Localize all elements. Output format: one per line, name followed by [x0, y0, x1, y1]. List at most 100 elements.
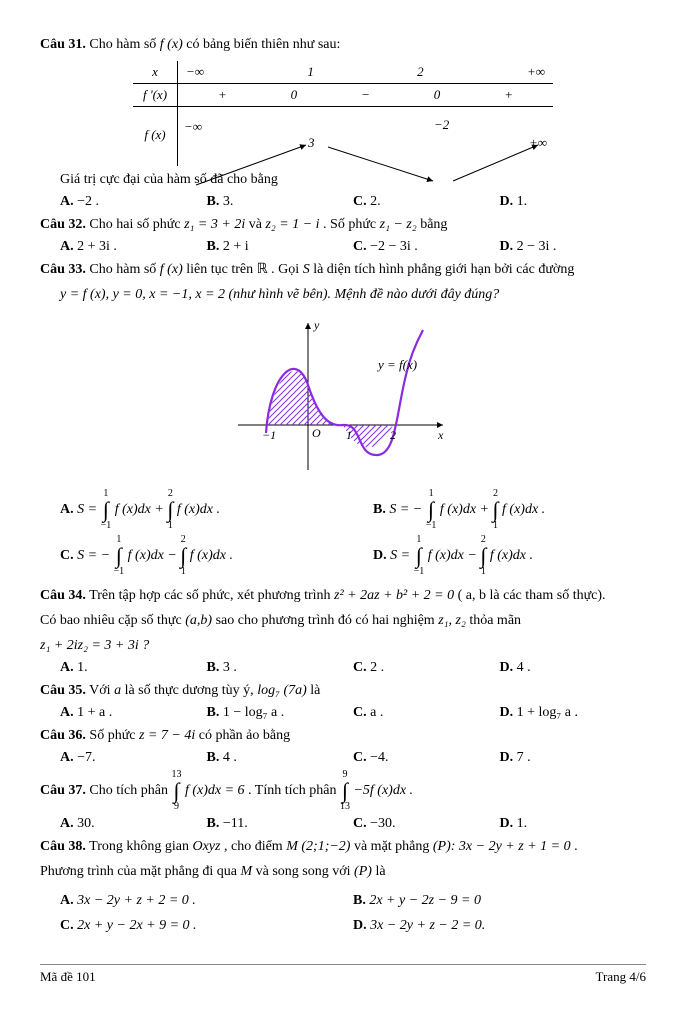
q34-eq: z² + 2az + b² + 2 = 0: [334, 588, 454, 603]
q33-line2: y = f (x), y = 0, x = −1, x = 2 (như hìn…: [60, 284, 646, 305]
q33-b-lo1: −1: [426, 521, 437, 531]
q36-options: A. −7. B. 4 . C. −4. D. 7 .: [60, 750, 646, 766]
q37-opt-c: −30.: [370, 816, 395, 831]
vartab-arrows-svg: [178, 135, 554, 191]
q35-text-a: Với: [89, 683, 114, 698]
q34-label: Câu 34.: [40, 588, 86, 603]
q33-stem: Câu 33. Cho hàm số f (x) liên tục trên ℝ…: [40, 259, 646, 280]
q37-text-b: . Tính tích phân: [248, 783, 340, 798]
footer-right: Trang 4/6: [596, 969, 646, 985]
q37-label: Câu 37.: [40, 783, 86, 798]
q35-label: Câu 35.: [40, 683, 86, 698]
svg-text:y: y: [313, 318, 320, 332]
svg-text:−1: −1: [262, 428, 276, 442]
q33-text-a: Cho hàm số: [89, 262, 159, 277]
q33-opt-c-row: C. S = − 1∫−1 f (x)dx − 2∫1 f (x)dx .: [60, 535, 333, 577]
vartab-f-topleft: 3: [308, 135, 315, 151]
q32-options: A. 2 + 3i . B. 2 + i C. −2 − 3i . D. 2 −…: [60, 239, 646, 255]
q32-text-d: bằng: [420, 217, 447, 232]
q34-text-b: ( a, b là các tham số thực).: [458, 588, 606, 603]
q37-opt-d: 1.: [517, 816, 528, 831]
q37-int1-lo: 9: [174, 802, 179, 812]
q34-opt-c: 2 .: [370, 660, 384, 675]
svg-text:y = f(x): y = f(x): [376, 357, 417, 372]
q33-a-lhs: S =: [77, 502, 97, 517]
q38-l2a: Phương trình của mặt phẳng đi qua: [40, 864, 240, 879]
q36-label: Câu 36.: [40, 728, 86, 743]
vartab-fp-label: f '(x): [133, 84, 178, 106]
q33-d-end: f (x)dx .: [490, 548, 533, 563]
q33-d-lhs: S =: [390, 548, 410, 563]
q33-d-mid: f (x)dx −: [428, 548, 477, 563]
q31-stem: Câu 31. Cho hàm số f (x) có bảng biến th…: [40, 34, 646, 55]
q33-fn: f (x): [160, 262, 183, 277]
vartab-fp-1: 0: [291, 87, 298, 103]
q37-opt-a: 30.: [77, 816, 95, 831]
vartab-fp-0: +: [218, 87, 227, 103]
q33-text-c: là diện tích hình phẳng giới hạn bởi các…: [313, 262, 574, 277]
q37-int2-lo: 13: [340, 802, 350, 812]
q37-int1-body: f (x)dx = 6: [185, 783, 245, 798]
q38-opt-d: 3x − 2y + z − 2 = 0.: [370, 918, 485, 933]
q36-opt-c: −4.: [370, 750, 388, 765]
q33-b-lo2: 1: [493, 521, 498, 531]
q33-a-lo1: −1: [101, 521, 112, 531]
q33-b-mid: f (x)dx +: [440, 502, 489, 517]
q34-line2: Có bao nhiêu cặp số thực (a,b) sao cho p…: [40, 610, 646, 631]
q31-fn: f (x): [160, 37, 183, 52]
q34-line3: z₁ + 2iz₂ = 3 + 3i ?: [40, 635, 646, 656]
q37-options: A. 30. B. −11. C. −30. D. 1.: [60, 816, 646, 832]
q31-stem-post: có bảng biến thiên như sau:: [186, 37, 340, 52]
q33-c-lhs: S = −: [77, 548, 110, 563]
vartab-x-1: 1: [307, 64, 314, 80]
q33-c-mid: f (x)dx −: [128, 548, 177, 563]
q33-a-mid: f (x)dx +: [115, 502, 164, 517]
q38-Pvar: (P): [354, 864, 372, 879]
q36-opt-a: −7.: [77, 750, 95, 765]
vartab-f-botright: −2: [434, 117, 449, 133]
vartab-f-topright: +∞: [529, 135, 547, 151]
q33-opt-b-row: B. S = − 1∫−1 f (x)dx + 2∫1 f (x)dx .: [373, 489, 646, 531]
q33-a-lo2: 1: [168, 521, 173, 531]
q36-text-b: có phần ảo bằng: [199, 728, 290, 743]
q35-opt-a: 1 + a .: [77, 705, 112, 720]
q34-opt-a: 1.: [77, 660, 88, 675]
q38-Mvar: M: [240, 864, 252, 879]
q34-opt-b: 3 .: [223, 660, 237, 675]
q37-text-a: Cho tích phân: [89, 783, 171, 798]
q33-text-b: liên tục trên ℝ . Gọi: [186, 262, 302, 277]
q33-S: S: [303, 262, 310, 277]
q33-opt-a-row: A. S = 1∫−1 f (x)dx + 2∫1 f (x)dx .: [60, 489, 333, 531]
q38-opt-a: 3x − 2y + z + 2 = 0 .: [77, 893, 196, 908]
q38-oxyz: Oxyz: [192, 839, 220, 854]
q31-stem-pre: Cho hàm số: [89, 37, 159, 52]
svg-text:O: O: [312, 426, 321, 440]
q33-c-lo2: 1: [181, 567, 186, 577]
q33-c-end: f (x)dx .: [190, 548, 233, 563]
vartab-f-botleft: −∞: [184, 119, 202, 135]
q38-text-b: , cho điểm: [224, 839, 286, 854]
q38-P: (P): 3x − 2y + z + 1 = 0: [433, 839, 571, 854]
q34-opt-d: 4 .: [517, 660, 531, 675]
q36-z: z = 7 − 4i: [139, 728, 195, 743]
q35-text-b: là số thực dương tùy ý,: [125, 683, 258, 698]
q38-M: M (2;1;−2): [286, 839, 350, 854]
q33-d-lo2: 1: [481, 567, 486, 577]
vartab-x-2: 2: [417, 64, 424, 80]
q35-a: a: [114, 683, 121, 698]
q38-text-c: và mặt phẳng: [354, 839, 433, 854]
q33-b-lhs: S = −: [389, 502, 422, 517]
q35-expr: log₇ (7a): [257, 683, 307, 698]
q32-z1: z₁ = 3 + 2i: [184, 217, 245, 232]
vartab-fp-2: −: [361, 87, 370, 103]
q32-text-a: Cho hai số phức: [89, 217, 184, 232]
vartab-f-label: f (x): [133, 104, 178, 166]
q34-l2a: Có bao nhiêu cặp số thực: [40, 613, 185, 628]
q32-label: Câu 32.: [40, 217, 86, 232]
q35-stem: Câu 35. Với a là số thực dương tùy ý, lo…: [40, 680, 646, 701]
q33-opt-d-row: D. S = 1∫−1 f (x)dx − 2∫1 f (x)dx .: [373, 535, 646, 577]
q37-opt-b: −11.: [223, 816, 248, 831]
q33-chart-svg: −1 O 1 2 x y y = f(x): [228, 315, 458, 475]
q31-opt-d: 1.: [517, 194, 528, 209]
vartab-fp-3: 0: [434, 87, 441, 103]
